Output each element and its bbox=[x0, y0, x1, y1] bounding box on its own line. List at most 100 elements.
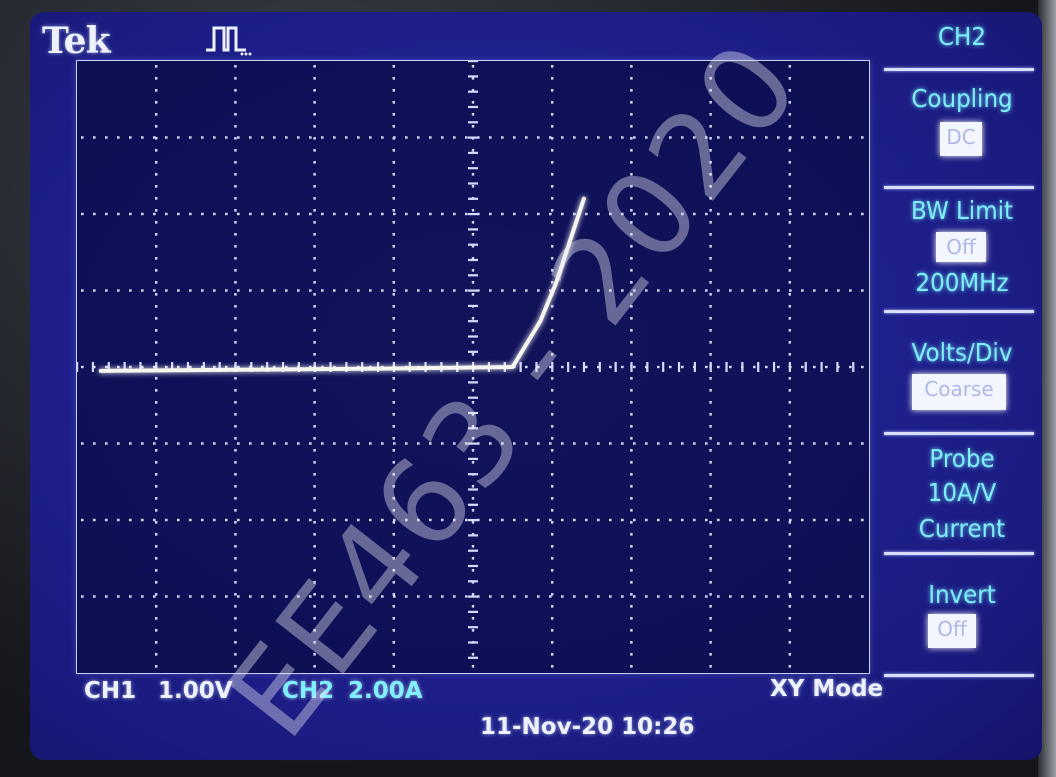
grid-dot bbox=[645, 289, 648, 292]
bw-limit-value[interactable]: Off bbox=[936, 232, 986, 262]
volts-div-value[interactable]: Coarse bbox=[912, 374, 1006, 410]
grid-dot bbox=[788, 389, 791, 392]
grid-dot bbox=[201, 518, 204, 522]
center-tick bbox=[468, 411, 478, 415]
grid-dot bbox=[788, 161, 791, 164]
probe-label[interactable]: Probe bbox=[929, 444, 995, 473]
grid-dot bbox=[273, 595, 276, 598]
grid-dot bbox=[630, 485, 633, 488]
grid-dot bbox=[313, 197, 316, 200]
grid-dot bbox=[681, 289, 684, 292]
grid-dot bbox=[788, 497, 791, 500]
invert-label[interactable]: Invert bbox=[928, 580, 996, 609]
grid-dot bbox=[705, 442, 708, 445]
grid-dot bbox=[709, 137, 712, 140]
grid-dot bbox=[177, 212, 180, 216]
grid-dot bbox=[213, 212, 216, 216]
grid-dot bbox=[630, 233, 633, 236]
grid-dot bbox=[709, 125, 712, 128]
grid-dot bbox=[471, 173, 475, 176]
grid-dot bbox=[788, 269, 791, 272]
grid-dot bbox=[609, 595, 612, 598]
grid-dot bbox=[630, 413, 633, 416]
grid-dot bbox=[630, 389, 633, 392]
grid-dot bbox=[630, 125, 633, 128]
grid-dot bbox=[837, 518, 840, 522]
grid-dot bbox=[789, 518, 792, 522]
grid-dot bbox=[234, 665, 237, 668]
invert-value[interactable]: Off bbox=[928, 614, 976, 648]
grid-dot bbox=[501, 212, 504, 216]
grid-dot bbox=[213, 136, 216, 139]
grid-dot bbox=[285, 442, 288, 445]
grid-dot bbox=[155, 221, 158, 224]
display-mode: XY Mode bbox=[770, 676, 884, 702]
grid-dot bbox=[630, 521, 633, 524]
grid-dot bbox=[477, 212, 480, 216]
center-tick bbox=[646, 362, 649, 372]
grid-dot bbox=[392, 77, 395, 80]
center-tick bbox=[468, 228, 478, 231]
grid-dot bbox=[788, 281, 791, 284]
grid-dot bbox=[849, 136, 852, 139]
grid-dot bbox=[597, 289, 600, 292]
grid-dot bbox=[477, 595, 480, 598]
grid-dot bbox=[741, 289, 744, 292]
grid-dot bbox=[249, 442, 252, 445]
coupling-value[interactable]: DC bbox=[940, 122, 982, 156]
grid-dot bbox=[788, 581, 791, 584]
grid-dot bbox=[261, 595, 264, 598]
grid-dot bbox=[313, 185, 316, 188]
grid-dot bbox=[313, 209, 316, 212]
center-tick bbox=[468, 595, 478, 598]
grid-dot bbox=[313, 293, 316, 296]
grid-dot bbox=[630, 437, 633, 440]
center-tick bbox=[468, 549, 478, 552]
grid-dot bbox=[285, 595, 288, 598]
grid-dot bbox=[392, 89, 395, 92]
center-tick bbox=[468, 641, 478, 644]
grid-dot bbox=[788, 413, 791, 416]
grid-dot bbox=[313, 509, 316, 512]
grid-dot bbox=[333, 518, 336, 522]
grid-dot bbox=[155, 653, 158, 656]
grid-dot bbox=[630, 593, 633, 596]
grid-dot bbox=[630, 401, 633, 404]
grid-dot bbox=[369, 212, 372, 216]
grid-dot bbox=[551, 101, 554, 104]
bw-limit-label[interactable]: BW Limit bbox=[910, 196, 1014, 225]
grid-dot bbox=[551, 137, 554, 140]
menu-title: CH2 bbox=[937, 22, 986, 51]
grid-dot bbox=[585, 595, 588, 598]
grid-dot bbox=[234, 257, 237, 260]
grid-dot bbox=[392, 533, 395, 536]
grid-dot bbox=[313, 341, 316, 344]
volts-div-label[interactable]: Volts/Div bbox=[911, 338, 1013, 367]
grid-dot bbox=[709, 593, 712, 596]
grid-dot bbox=[249, 518, 252, 522]
grid-dot bbox=[551, 641, 554, 644]
grid-dot bbox=[313, 353, 316, 356]
grid-dot bbox=[551, 341, 554, 344]
grid-dot bbox=[155, 209, 158, 212]
grid-dot bbox=[234, 425, 237, 428]
grid-dot bbox=[709, 617, 712, 620]
grid-dot bbox=[392, 593, 395, 596]
grid-dot bbox=[551, 461, 554, 464]
grid-dot bbox=[489, 136, 492, 139]
grid-dot bbox=[525, 595, 528, 598]
center-tick bbox=[234, 362, 237, 372]
coupling-label[interactable]: Coupling bbox=[911, 84, 1013, 113]
grid-dot bbox=[825, 365, 828, 369]
center-tick bbox=[582, 362, 586, 372]
grid-dot bbox=[471, 653, 475, 656]
grid-dot bbox=[693, 289, 696, 292]
center-tick bbox=[468, 258, 478, 262]
grid-dot bbox=[155, 269, 158, 272]
menu-separator bbox=[884, 310, 1034, 313]
grid-dot bbox=[141, 136, 144, 139]
grid-dot bbox=[313, 473, 316, 476]
grid-dot bbox=[392, 293, 395, 296]
grid-dot bbox=[633, 442, 636, 445]
grid-dot bbox=[234, 221, 237, 224]
